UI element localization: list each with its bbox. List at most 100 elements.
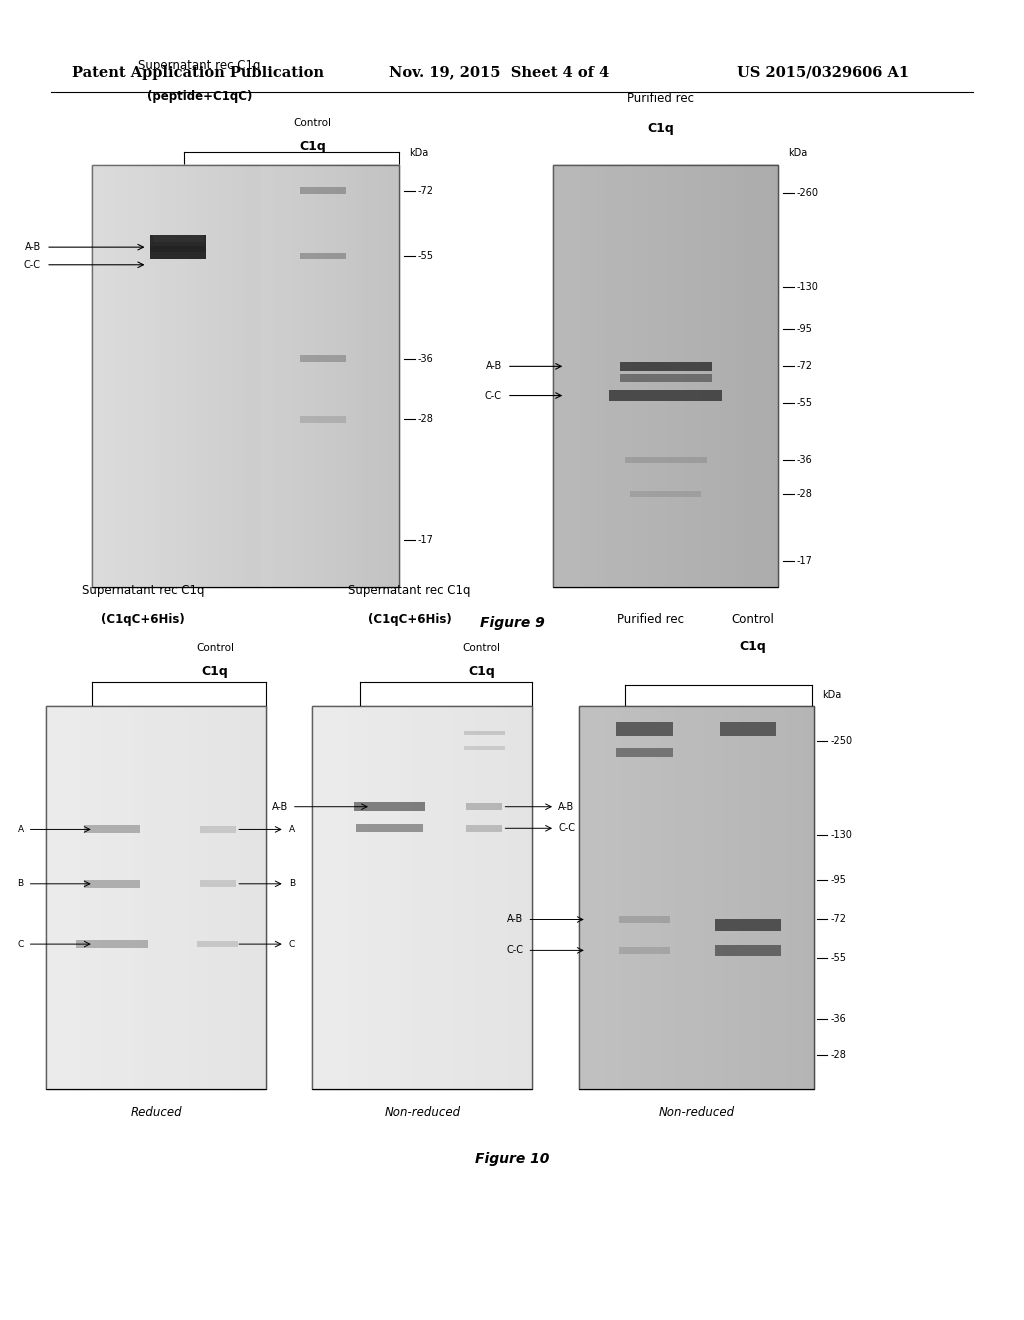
Text: -55: -55 [797, 397, 813, 408]
Text: (C1qC+6His): (C1qC+6His) [368, 612, 452, 626]
FancyBboxPatch shape [618, 916, 670, 924]
FancyBboxPatch shape [464, 746, 505, 750]
Text: B: B [289, 879, 295, 888]
FancyBboxPatch shape [353, 803, 425, 812]
Text: B: B [17, 879, 24, 888]
FancyBboxPatch shape [616, 747, 673, 756]
Text: Figure 10: Figure 10 [475, 1152, 549, 1166]
Text: A-B: A-B [25, 242, 41, 252]
Text: Purified rec: Purified rec [627, 92, 694, 106]
FancyBboxPatch shape [46, 706, 266, 1089]
Text: C1q: C1q [468, 665, 495, 678]
FancyBboxPatch shape [92, 165, 399, 587]
FancyBboxPatch shape [579, 706, 814, 1089]
FancyBboxPatch shape [153, 235, 204, 242]
FancyBboxPatch shape [466, 825, 502, 832]
Text: -95: -95 [797, 323, 813, 334]
Text: C: C [17, 940, 24, 949]
Text: -260: -260 [797, 187, 818, 198]
Text: -72: -72 [797, 362, 813, 371]
FancyBboxPatch shape [630, 491, 701, 498]
Text: US 2015/0329606 A1: US 2015/0329606 A1 [737, 66, 909, 79]
Text: Non-reduced: Non-reduced [384, 1106, 461, 1119]
Text: -17: -17 [418, 536, 434, 545]
Text: -28: -28 [418, 414, 434, 425]
Text: C1q: C1q [299, 140, 326, 153]
FancyBboxPatch shape [76, 940, 148, 948]
Text: Non-reduced: Non-reduced [658, 1106, 734, 1119]
Text: Supernatant rec C1q: Supernatant rec C1q [348, 583, 471, 597]
Text: A-B: A-B [271, 801, 288, 812]
FancyBboxPatch shape [620, 375, 712, 383]
FancyBboxPatch shape [466, 804, 502, 810]
FancyBboxPatch shape [553, 165, 778, 587]
Text: -250: -250 [830, 737, 853, 747]
FancyBboxPatch shape [299, 252, 345, 259]
FancyBboxPatch shape [299, 355, 345, 362]
FancyBboxPatch shape [299, 416, 345, 422]
Text: -72: -72 [418, 186, 434, 195]
Text: -130: -130 [797, 281, 818, 292]
Text: Nov. 19, 2015  Sheet 4 of 4: Nov. 19, 2015 Sheet 4 of 4 [389, 66, 609, 79]
Text: -55: -55 [418, 251, 434, 261]
Text: Reduced: Reduced [130, 1106, 182, 1119]
Text: A: A [289, 825, 295, 834]
FancyBboxPatch shape [464, 731, 505, 735]
Text: Purified rec: Purified rec [616, 612, 684, 626]
Text: (C1qC+6His): (C1qC+6His) [101, 612, 185, 626]
FancyBboxPatch shape [715, 945, 781, 956]
Text: A-B: A-B [558, 801, 574, 812]
FancyBboxPatch shape [299, 187, 345, 194]
Text: Figure 9: Figure 9 [479, 616, 545, 630]
Text: -55: -55 [830, 953, 847, 964]
Text: A: A [17, 825, 24, 834]
Text: -130: -130 [830, 830, 852, 840]
Text: Control: Control [731, 612, 774, 626]
FancyBboxPatch shape [625, 457, 707, 463]
FancyBboxPatch shape [200, 826, 236, 833]
Text: kDa: kDa [822, 689, 842, 700]
Text: Patent Application Publication: Patent Application Publication [72, 66, 324, 79]
Text: kDa: kDa [410, 148, 429, 158]
Text: Control: Control [293, 117, 332, 128]
Text: C-C: C-C [558, 824, 575, 833]
Text: C: C [289, 940, 295, 949]
Text: kDa: kDa [788, 148, 808, 158]
FancyBboxPatch shape [618, 946, 670, 953]
Text: A-B: A-B [485, 362, 502, 371]
FancyBboxPatch shape [720, 722, 776, 737]
FancyBboxPatch shape [84, 825, 140, 833]
Text: -28: -28 [830, 1049, 847, 1060]
Text: C1q: C1q [739, 640, 766, 653]
FancyBboxPatch shape [150, 251, 206, 259]
FancyBboxPatch shape [312, 706, 532, 1089]
Text: Supernatant rec C1q: Supernatant rec C1q [82, 583, 205, 597]
FancyBboxPatch shape [150, 246, 206, 252]
FancyBboxPatch shape [609, 389, 722, 401]
FancyBboxPatch shape [150, 235, 206, 243]
FancyBboxPatch shape [84, 880, 140, 888]
FancyBboxPatch shape [198, 941, 239, 948]
Text: -36: -36 [830, 1014, 846, 1023]
Text: -72: -72 [830, 915, 847, 924]
FancyBboxPatch shape [150, 243, 206, 251]
Text: -95: -95 [830, 875, 847, 884]
Text: -36: -36 [418, 354, 433, 363]
Text: A-B: A-B [507, 915, 523, 924]
Text: -28: -28 [797, 488, 813, 499]
FancyBboxPatch shape [620, 362, 712, 371]
FancyBboxPatch shape [356, 824, 423, 832]
Text: C-C: C-C [506, 945, 523, 956]
Text: -36: -36 [797, 455, 812, 465]
Text: C-C: C-C [24, 260, 41, 269]
Text: Supernatant rec C1q: Supernatant rec C1q [138, 59, 261, 73]
Text: -17: -17 [797, 556, 813, 566]
Text: C1q: C1q [202, 665, 228, 678]
FancyBboxPatch shape [616, 722, 673, 737]
Text: C1q: C1q [647, 121, 674, 135]
Text: (peptide+C1qC): (peptide+C1qC) [147, 90, 252, 103]
FancyBboxPatch shape [715, 919, 781, 931]
FancyBboxPatch shape [200, 880, 236, 887]
Text: Control: Control [196, 643, 234, 653]
Text: Control: Control [462, 643, 501, 653]
